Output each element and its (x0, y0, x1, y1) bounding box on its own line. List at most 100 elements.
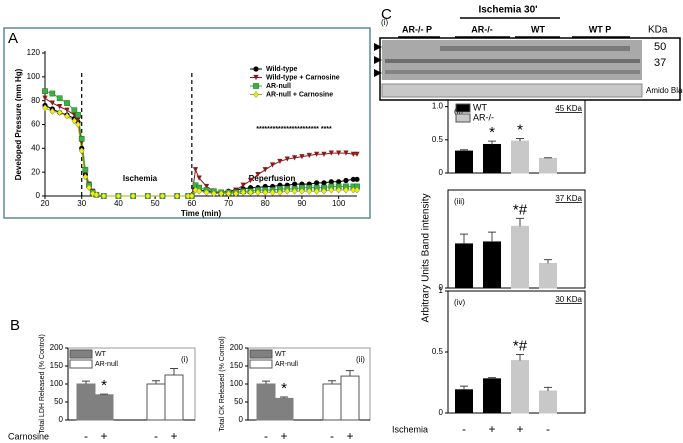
group-label: Ischemia 30' (478, 5, 537, 16)
x-tick-label: 80 (261, 199, 270, 208)
point (78, 147, 85, 155)
loading-label: Amido Black (646, 86, 683, 95)
point (42, 104, 48, 112)
annotation: Reperfusion (249, 174, 296, 183)
y-tick-label: 50 (234, 397, 243, 406)
point (284, 156, 290, 162)
bar (539, 390, 557, 414)
unit-label: KDa (648, 25, 668, 36)
amido-strip (381, 83, 643, 98)
point (225, 190, 232, 198)
bar (274, 397, 294, 421)
x-tick-label: + (100, 429, 107, 443)
point (49, 100, 55, 106)
y-tick-label: 80 (31, 96, 40, 105)
point (100, 192, 107, 200)
point (71, 117, 78, 125)
point (276, 188, 283, 196)
y-tick-label: 100 (27, 72, 41, 81)
point (291, 187, 298, 195)
point (232, 190, 239, 198)
point (321, 180, 327, 186)
arrow (374, 56, 382, 64)
blot: (i) AR-/- P Ischemia 30' AR-/- WT WT P K… (374, 5, 683, 101)
lane-label: WT (531, 24, 545, 34)
point (354, 151, 360, 157)
y-axis-label: Total LDH Released (% Control) (39, 334, 46, 434)
shared-y-label: Arbitrary Units Band intensity (421, 194, 432, 323)
error-bar (100, 393, 108, 395)
point (335, 186, 342, 194)
point (269, 162, 276, 168)
blot-band (440, 46, 630, 51)
error-bar (262, 380, 270, 384)
point (93, 191, 100, 199)
kda-marker: 37 (654, 57, 666, 69)
point (75, 117, 81, 123)
point (314, 151, 320, 157)
y-axis-label: Total CK Released (% Control) (219, 336, 226, 431)
y-tick-label: 40 (31, 143, 40, 152)
legend-marker (253, 74, 259, 81)
kda-marker: 50 (654, 41, 666, 53)
x-tick-label: + (346, 429, 353, 443)
x-tick-label: 90 (297, 199, 306, 208)
point (240, 188, 247, 196)
y-tick-label: 1.0 (432, 102, 444, 111)
point (343, 186, 349, 194)
error-bar (460, 385, 468, 390)
point (144, 192, 151, 200)
bar (511, 360, 529, 414)
point (196, 187, 203, 195)
legend-swatch (249, 359, 273, 369)
blot-band (385, 70, 640, 74)
y-tick-label: 150 (50, 361, 64, 370)
point (174, 192, 181, 200)
point (56, 109, 63, 117)
x-axis-label: Carnosine (8, 431, 49, 441)
panel-tag: (ii) (356, 355, 365, 364)
x-tick-label: - (264, 429, 268, 443)
error-bar (328, 380, 336, 384)
y-tick-label: 50 (54, 397, 63, 406)
error-bar (152, 380, 160, 384)
legend-label: AR-null (95, 361, 118, 368)
bar (539, 263, 557, 289)
point (254, 188, 261, 196)
point (203, 183, 210, 190)
point (328, 179, 334, 185)
lane-label: AR-/- P (402, 24, 432, 34)
point (292, 181, 298, 187)
error-bar (544, 259, 552, 264)
panel-label: C (381, 6, 392, 23)
point (49, 90, 56, 97)
legend-swatch (249, 349, 273, 359)
x-tick-label: 70 (224, 199, 233, 208)
point (57, 104, 63, 110)
bar (94, 394, 114, 421)
legend-marker (253, 66, 259, 72)
annotation: Ischemia (123, 174, 158, 183)
point (78, 135, 85, 142)
point (86, 184, 92, 192)
x-tick-label: 50 (151, 199, 160, 208)
point (42, 95, 48, 101)
y-tick-label: 0 (36, 191, 41, 200)
bar (76, 383, 96, 421)
bar (483, 378, 501, 414)
y-tick-label: 0 (439, 283, 444, 292)
x-tick-label: 60 (187, 199, 196, 208)
x-tick-label: - (84, 429, 88, 443)
y-tick-label: 1 (439, 286, 444, 295)
significance: *# (513, 201, 528, 218)
legend-label: AR-null (275, 361, 298, 368)
y-tick-label: 20 (31, 167, 40, 176)
error-bar (346, 370, 354, 377)
point (82, 166, 89, 173)
band-label: 30 KDa (555, 295, 582, 304)
point (240, 182, 246, 188)
y-tick-label: 60 (31, 120, 40, 129)
bar (539, 157, 557, 174)
